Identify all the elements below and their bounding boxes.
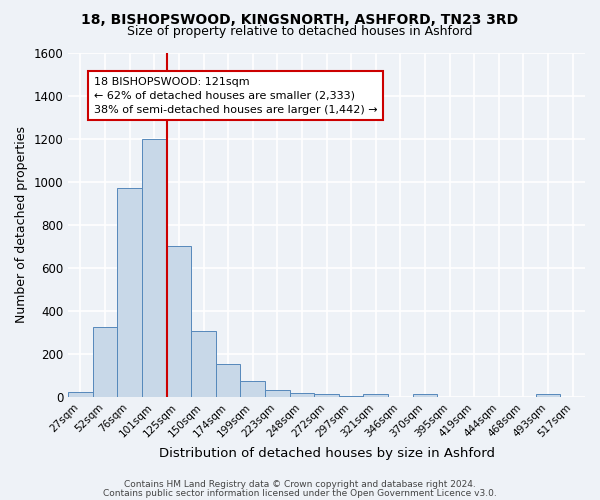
Bar [142,138,167,397]
Bar [68,392,93,397]
Bar [314,394,339,397]
Bar [93,327,118,397]
Bar [413,394,437,397]
X-axis label: Distribution of detached houses by size in Ashford: Distribution of detached houses by size … [158,447,494,460]
Y-axis label: Number of detached properties: Number of detached properties [15,126,28,323]
Bar [241,381,265,397]
Text: 18 BISHOPSWOOD: 121sqm
← 62% of detached houses are smaller (2,333)
38% of semi-: 18 BISHOPSWOOD: 121sqm ← 62% of detached… [94,76,377,114]
Bar [364,394,388,397]
Text: Size of property relative to detached houses in Ashford: Size of property relative to detached ho… [127,25,473,38]
Text: Contains HM Land Registry data © Crown copyright and database right 2024.: Contains HM Land Registry data © Crown c… [124,480,476,489]
Bar [265,390,290,397]
Bar [118,188,142,397]
Bar [536,394,560,397]
Bar [290,393,314,397]
Text: Contains public sector information licensed under the Open Government Licence v3: Contains public sector information licen… [103,488,497,498]
Bar [216,364,241,397]
Bar [167,246,191,397]
Text: 18, BISHOPSWOOD, KINGSNORTH, ASHFORD, TN23 3RD: 18, BISHOPSWOOD, KINGSNORTH, ASHFORD, TN… [82,12,518,26]
Bar [339,396,364,397]
Bar [191,332,216,397]
